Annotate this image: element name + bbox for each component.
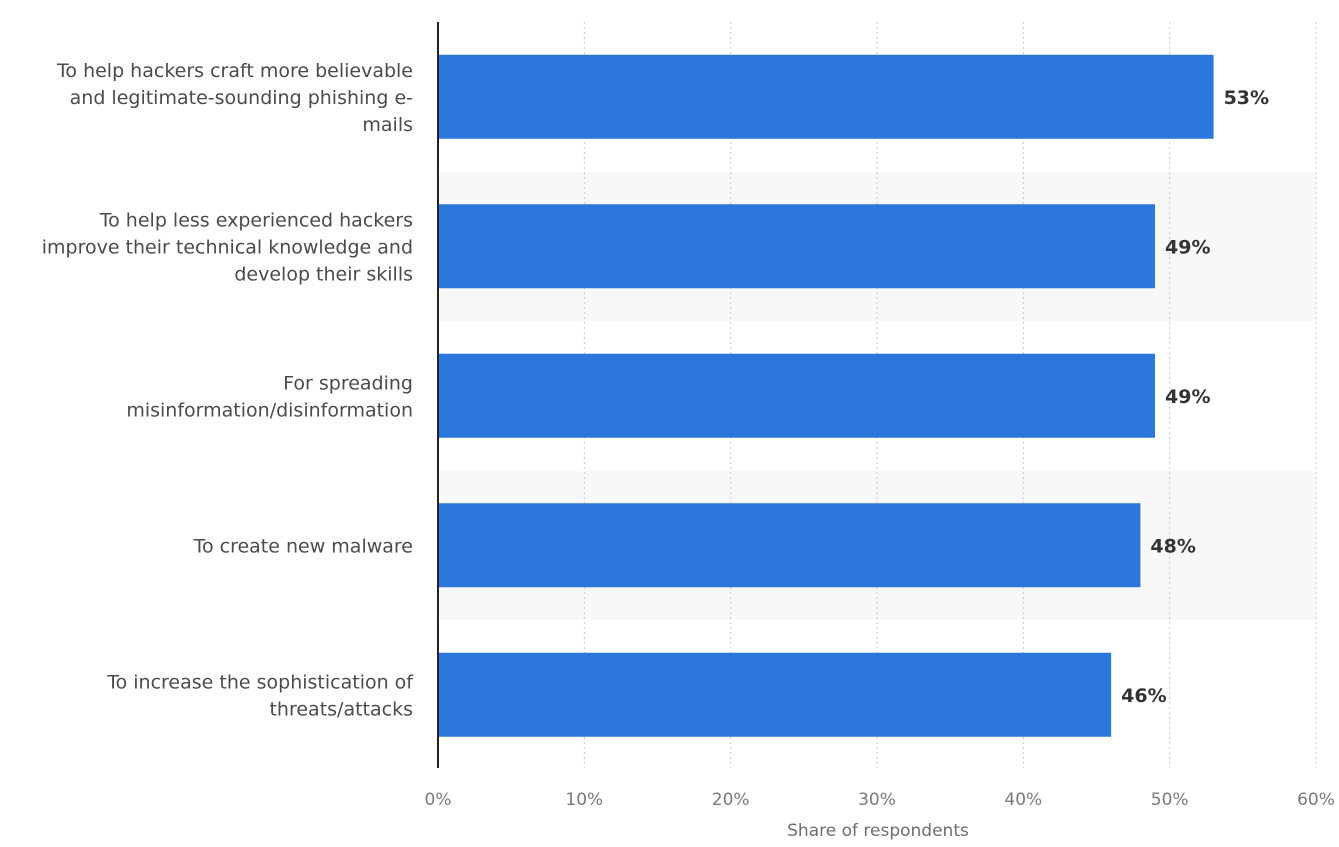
x-tick-labels: 0% 10% 20% 30% 40% 50% 60% — [425, 790, 1335, 810]
category-label-line: To create new malware — [193, 535, 413, 557]
bar — [438, 503, 1141, 588]
x-tick-label: 10% — [565, 790, 603, 810]
x-tick-label: 20% — [712, 790, 750, 810]
bar — [438, 54, 1214, 139]
category-label: To help hackers craft more believable and… — [56, 60, 413, 136]
value-labels: 53% 49% 49% 48% 46% — [1121, 87, 1269, 707]
category-label: To help less experienced hackers improve … — [42, 209, 413, 285]
bars — [438, 54, 1214, 737]
bar — [438, 204, 1156, 289]
bar — [438, 353, 1156, 438]
category-label-line: To help hackers craft more believable — [56, 60, 413, 82]
x-tick-label: 50% — [1151, 790, 1189, 810]
category-label: For spreading misinformation/disinformati… — [126, 372, 413, 421]
bar-value-label: 53% — [1224, 87, 1269, 109]
category-labels: To help hackers craft more believable and… — [42, 60, 415, 721]
x-tick-label: 30% — [858, 790, 896, 810]
gridlines — [583, 22, 1317, 768]
category-label-line: improve their technical knowledge and — [42, 236, 413, 258]
category-label-line: threats/attacks — [269, 698, 413, 720]
bar-value-label: 46% — [1121, 685, 1166, 707]
x-tick-label: 60% — [1297, 790, 1335, 810]
category-label-line: For spreading — [283, 372, 413, 394]
category-label-line: develop their skills — [234, 263, 413, 285]
bar-value-label: 49% — [1165, 236, 1210, 258]
x-axis-title: Share of respondents — [787, 821, 969, 841]
bar — [438, 652, 1112, 737]
bar-value-label: 48% — [1150, 535, 1195, 557]
category-label-line: To help less experienced hackers — [99, 209, 413, 231]
x-tick-label: 0% — [425, 790, 452, 810]
category-label-line: To increase the sophistication of — [106, 671, 414, 693]
category-label: To create new malware — [193, 535, 413, 557]
bar-value-label: 49% — [1165, 386, 1210, 408]
category-label: To increase the sophistication of threats… — [106, 671, 414, 720]
category-label-line: misinformation/disinformation — [126, 399, 413, 421]
category-label-line: and legitimate-sounding phishing e- — [70, 87, 413, 109]
x-tick-label: 40% — [1004, 790, 1042, 810]
category-label-line: mails — [362, 114, 413, 136]
